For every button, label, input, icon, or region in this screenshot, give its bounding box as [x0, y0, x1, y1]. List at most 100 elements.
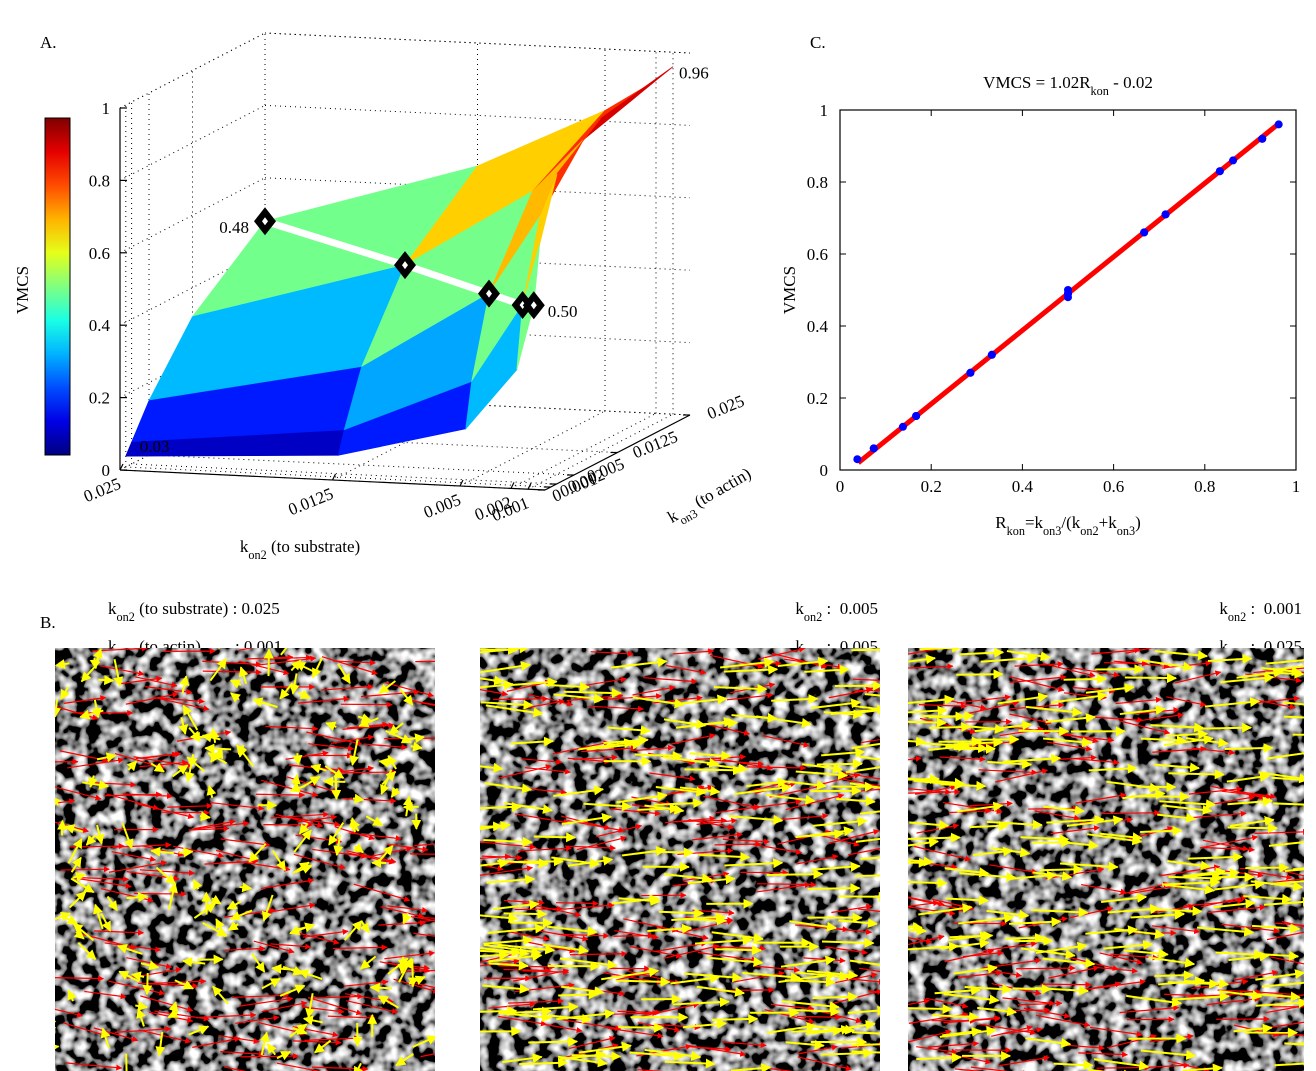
flow-arrow: [1059, 861, 1119, 872]
flow-arrow: [964, 984, 1013, 995]
flow-arrow: [828, 829, 880, 844]
data-point: [1229, 156, 1238, 165]
flow-arrow: [637, 803, 680, 814]
annotation: 0.03: [140, 437, 170, 456]
flow-arrow: [415, 982, 435, 989]
flow-arrow: [512, 968, 569, 982]
flow-arrow: [1245, 862, 1290, 873]
flow-arrow: [948, 808, 992, 815]
flow-arrow: [601, 967, 660, 981]
flow-arrow: [1187, 852, 1244, 863]
flow-arrow: [958, 913, 1015, 925]
flow-arrow: [671, 912, 726, 923]
x-tick-label: 0.4: [1012, 477, 1034, 496]
flow-arrow: [8, 844, 26, 849]
flow-arrow: [771, 652, 828, 669]
grid-line: [264, 32, 691, 54]
flow-arrow: [332, 944, 388, 951]
flow-arrow: [797, 1044, 838, 1055]
flow-arrow: [113, 658, 124, 688]
flow-arrow: [412, 1035, 435, 1048]
flow-arrow: [1186, 991, 1246, 998]
flow-arrow: [1025, 705, 1083, 717]
flow-arrow: [634, 750, 683, 761]
flow-arrow: [387, 754, 398, 770]
flow-arrow: [505, 677, 558, 688]
flow-arrow: [521, 758, 563, 765]
flow-arrow: [546, 925, 598, 937]
flow-arrow: [140, 960, 160, 971]
flow-arrow: [483, 935, 534, 946]
flow-arrow: [1073, 667, 1120, 678]
flow-arrow: [1039, 864, 1084, 875]
flow-arrow: [707, 956, 764, 967]
flow-arrow: [202, 669, 262, 676]
flow-arrow: [480, 821, 504, 832]
flow-arrow: [564, 844, 617, 851]
flow-arrow: [980, 653, 1038, 664]
x-axis-label-part: on3: [1117, 524, 1135, 538]
flow-arrow: [14, 883, 29, 905]
flow-arrow: [688, 819, 735, 830]
flow-arrow: [1208, 904, 1266, 914]
flow-arrow: [1188, 786, 1243, 795]
flow-arrow: [1164, 992, 1207, 999]
flow-arrow: [908, 897, 965, 912]
flow-arrow: [939, 1026, 997, 1038]
highlight-marker-core: [486, 289, 492, 298]
flow-arrow: [1070, 906, 1114, 919]
chart-title-part: VMCS = 1.02R: [983, 73, 1091, 92]
x-tick: [510, 482, 515, 489]
flow-arrow: [73, 929, 85, 940]
flow-arrow: [359, 955, 377, 970]
flow-arrow: [1164, 883, 1216, 895]
panel-caption: kon2 : 0.005: [795, 599, 878, 624]
flow-arrow: [1263, 896, 1304, 907]
panel-caption-part: (to substrate) : 0.025: [135, 599, 280, 618]
highlight-marker-core: [262, 217, 268, 226]
flow-arrow: [908, 832, 962, 843]
flow-arrow: [696, 985, 746, 997]
flow-arrow: [1202, 839, 1249, 852]
arrow-field: [480, 648, 880, 1071]
flow-arrow: [810, 698, 862, 710]
flow-arrow: [1213, 898, 1256, 909]
panel-label: B.: [40, 613, 56, 632]
flow-arrow: [1283, 715, 1304, 719]
flow-arrow: [854, 874, 880, 878]
flow-arrow: [955, 1068, 1006, 1071]
z-tick-label: 0: [102, 461, 111, 480]
flow-arrow: [913, 845, 972, 862]
flow-arrow: [321, 683, 374, 691]
flow-arrow: [631, 744, 674, 752]
flow-arrow: [497, 1015, 547, 1027]
data-point: [987, 350, 996, 359]
data-point: [869, 444, 878, 453]
grid-line: [192, 432, 618, 453]
flow-arrow: [408, 699, 435, 706]
y-axis-label: kon3 (to actin): [664, 464, 757, 532]
flow-arrow: [259, 1031, 270, 1056]
flow-arrow: [796, 1014, 842, 1021]
flow-arrow: [106, 793, 160, 811]
flow-arrow: [956, 669, 1004, 680]
flow-arrow: [663, 873, 713, 884]
flow-arrow: [510, 736, 554, 747]
panel-caption-part: k: [795, 637, 804, 656]
flow-arrow: [1214, 879, 1265, 891]
flow-arrow: [1023, 1007, 1071, 1019]
flow-arrow: [578, 1041, 632, 1054]
flow-arrow: [48, 1011, 52, 1020]
flow-arrow: [791, 1025, 844, 1036]
x-axis-label-part: on2: [1080, 524, 1098, 538]
flow-arrow: [663, 944, 720, 959]
flow-arrow: [498, 764, 552, 779]
flow-arrow: [974, 720, 1033, 733]
flow-arrow: [781, 1000, 840, 1012]
flow-arrow: [997, 692, 1049, 705]
flow-arrow: [240, 1053, 299, 1060]
flow-arrow: [333, 834, 344, 856]
flow-arrow: [1183, 867, 1226, 878]
flow-arrow: [1009, 702, 1065, 710]
highlight-marker-core: [530, 301, 537, 310]
